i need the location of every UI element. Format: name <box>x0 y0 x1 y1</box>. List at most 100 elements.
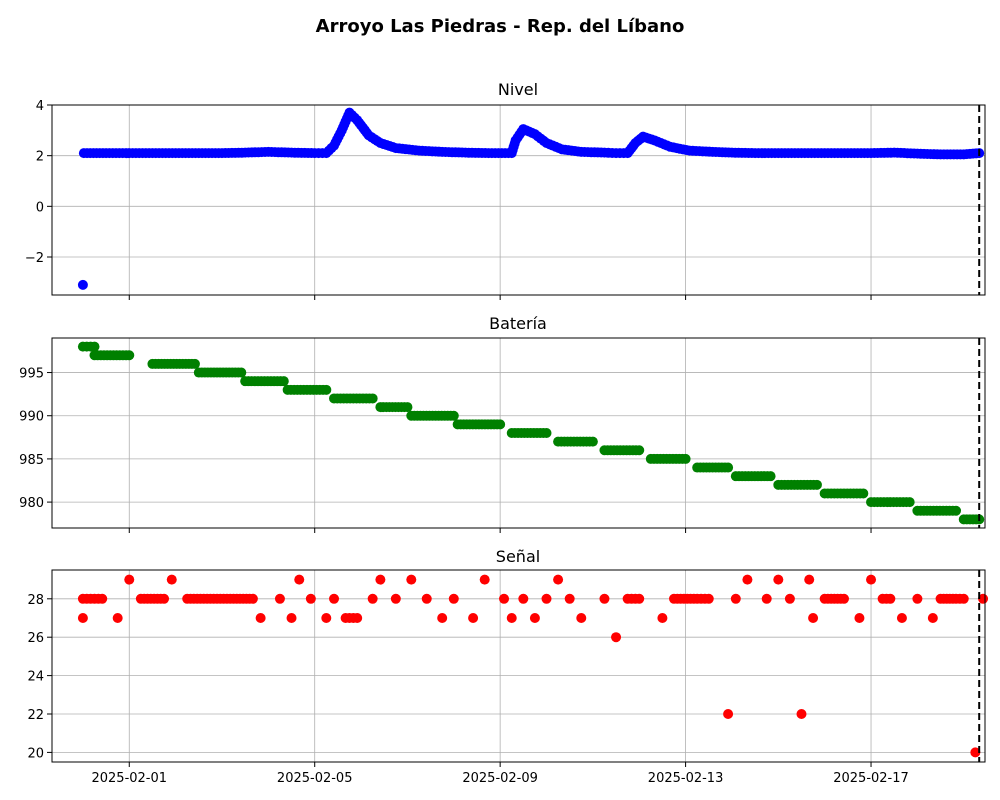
data-point <box>236 367 247 378</box>
data-point <box>390 593 401 604</box>
data-point <box>904 497 915 508</box>
data-point <box>703 593 714 604</box>
data-point <box>587 436 598 447</box>
data-point <box>912 593 923 604</box>
data-point <box>657 613 668 623</box>
chart-title: Arroyo Las Piedras - Rep. del Líbano <box>316 16 685 37</box>
data-point <box>958 593 969 604</box>
data-point <box>97 593 108 604</box>
data-point <box>89 341 100 352</box>
panel-senal: Señal 20 22 24 26 28 <box>27 547 989 767</box>
data-point <box>448 593 459 604</box>
y-tick-label: 22 <box>27 708 44 723</box>
data-point <box>951 505 962 516</box>
data-point <box>773 574 784 585</box>
data-point <box>479 574 490 585</box>
data-point <box>406 574 417 585</box>
series-2 <box>77 574 989 758</box>
data-point <box>796 709 807 719</box>
data-point <box>112 613 123 623</box>
data-point <box>854 613 865 623</box>
data-point <box>159 593 170 604</box>
data-point <box>305 593 316 604</box>
data-point <box>723 709 734 719</box>
data-point <box>77 279 88 290</box>
data-point <box>367 393 378 404</box>
y-tick-label: −2 <box>25 251 44 266</box>
y-tick-label: 24 <box>27 670 44 685</box>
data-point <box>541 593 552 604</box>
data-point <box>77 613 88 623</box>
y-tick-label: 26 <box>27 631 44 646</box>
x-tick-label: 2025-02-13 <box>648 771 724 786</box>
y-tick-label: 995 <box>19 367 44 382</box>
data-point <box>838 593 849 604</box>
data-point <box>421 593 432 604</box>
data-point <box>518 593 529 604</box>
data-point <box>927 613 938 623</box>
data-point <box>255 613 266 623</box>
series-1 <box>77 341 985 525</box>
data-point <box>321 384 332 395</box>
plot-frame <box>51 569 986 763</box>
data-point <box>294 574 305 585</box>
data-point <box>278 376 289 387</box>
y-tick-label: 990 <box>19 410 44 425</box>
data-point <box>564 593 575 604</box>
panel-title-nivel: Nivel <box>498 80 538 99</box>
data-point <box>858 488 869 499</box>
data-point <box>189 358 200 369</box>
x-tick-label: 2025-02-17 <box>833 771 909 786</box>
data-point <box>680 453 691 464</box>
data-point <box>599 593 610 604</box>
y-tick-label: 4 <box>36 99 44 114</box>
data-point <box>742 574 753 585</box>
data-point <box>437 613 448 623</box>
data-point <box>634 593 645 604</box>
y-tick-label: 0 <box>36 200 44 215</box>
data-point <box>804 574 815 585</box>
data-point <box>866 574 877 585</box>
data-point <box>448 410 459 421</box>
y-tick-label: 980 <box>19 496 44 511</box>
series-0 <box>77 107 985 290</box>
data-point <box>352 613 363 623</box>
data-point <box>553 574 564 585</box>
data-point <box>286 613 297 623</box>
data-point <box>321 613 332 623</box>
x-axis: 2025-02-01 2025-02-05 2025-02-09 2025-02-13… <box>91 771 908 786</box>
data-point <box>765 471 776 482</box>
panel-title-bateria: Batería <box>489 314 547 333</box>
data-point <box>784 593 795 604</box>
data-point <box>761 593 772 604</box>
data-point <box>468 613 479 623</box>
data-point <box>166 574 177 585</box>
panel-title-senal: Señal <box>496 547 540 566</box>
x-tick-label: 2025-02-01 <box>91 771 167 786</box>
data-point <box>576 613 587 623</box>
data-point <box>896 613 907 623</box>
data-point <box>634 445 645 456</box>
data-point <box>978 593 989 604</box>
y-tick-label: 20 <box>27 746 44 761</box>
data-point <box>499 593 510 604</box>
y-tick-label: 28 <box>27 593 44 608</box>
plot-frame <box>51 337 986 529</box>
data-point <box>495 419 506 430</box>
data-point <box>367 593 378 604</box>
data-point <box>723 462 734 473</box>
y-tick-label: 985 <box>19 453 44 468</box>
data-point <box>541 428 552 438</box>
data-point <box>970 747 981 758</box>
data-point <box>329 593 340 604</box>
data-point <box>247 593 258 604</box>
data-point <box>611 632 622 643</box>
x-tick-label: 2025-02-09 <box>462 771 538 786</box>
data-point <box>375 574 386 585</box>
data-point <box>124 574 135 585</box>
data-point <box>124 350 135 361</box>
data-point <box>402 402 413 413</box>
panel-bateria: Batería 980 985 990 995 <box>19 314 986 533</box>
y-tick-label: 2 <box>36 150 44 165</box>
